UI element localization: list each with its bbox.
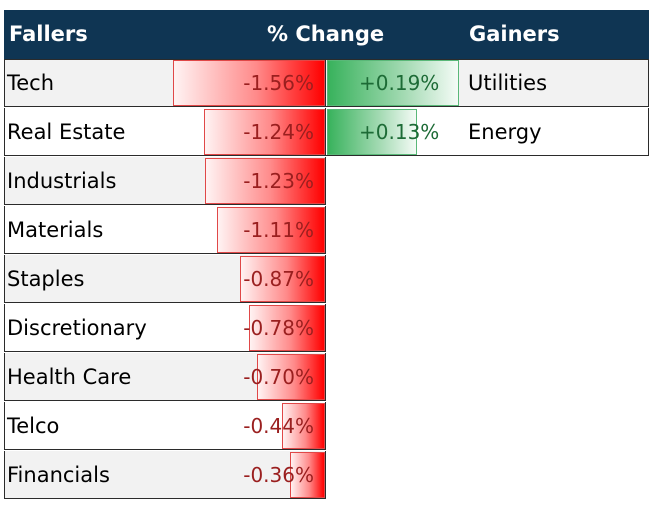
gainer-bar bbox=[327, 60, 459, 106]
gainer-bar bbox=[327, 109, 417, 155]
faller-bar bbox=[249, 305, 325, 351]
faller-value-label: -0.78% bbox=[243, 316, 314, 340]
faller-value-label: -1.11% bbox=[243, 218, 314, 242]
faller-bar bbox=[282, 403, 325, 449]
faller-label: Materials bbox=[7, 218, 104, 242]
faller-bar bbox=[173, 60, 325, 106]
gainer-label: Utilities bbox=[468, 71, 548, 95]
faller-bar bbox=[240, 256, 325, 302]
fallers-header: Fallers bbox=[9, 22, 88, 46]
faller-label: Telco bbox=[7, 414, 60, 438]
faller-bar bbox=[217, 207, 325, 253]
faller-row bbox=[4, 402, 326, 450]
faller-value-label: -1.24% bbox=[243, 120, 314, 144]
faller-bar bbox=[205, 158, 325, 204]
faller-label: Financials bbox=[7, 463, 110, 487]
gainer-label: Energy bbox=[468, 120, 542, 144]
faller-bar bbox=[204, 109, 325, 155]
faller-value-label: -0.87% bbox=[243, 267, 314, 291]
gainer-value-label: +0.13% bbox=[359, 120, 440, 144]
faller-value-label: -0.70% bbox=[243, 365, 314, 389]
faller-label: Health Care bbox=[7, 365, 132, 389]
gainer-value-label: +0.19% bbox=[359, 71, 440, 95]
faller-label: Discretionary bbox=[7, 316, 147, 340]
faller-row bbox=[4, 451, 326, 499]
faller-bar bbox=[257, 354, 325, 400]
faller-value-label: -1.56% bbox=[243, 71, 314, 95]
faller-label: Industrials bbox=[7, 169, 117, 193]
faller-label: Staples bbox=[7, 267, 85, 291]
table-header bbox=[4, 10, 649, 59]
faller-value-label: -1.23% bbox=[243, 169, 314, 193]
faller-bar bbox=[290, 452, 325, 498]
faller-value-label: -0.36% bbox=[243, 463, 314, 487]
faller-value-label: -0.44% bbox=[243, 414, 314, 438]
gainers-header: Gainers bbox=[469, 22, 560, 46]
faller-label: Real Estate bbox=[7, 120, 126, 144]
faller-label: Tech bbox=[7, 71, 55, 95]
change-header: % Change bbox=[267, 22, 385, 46]
